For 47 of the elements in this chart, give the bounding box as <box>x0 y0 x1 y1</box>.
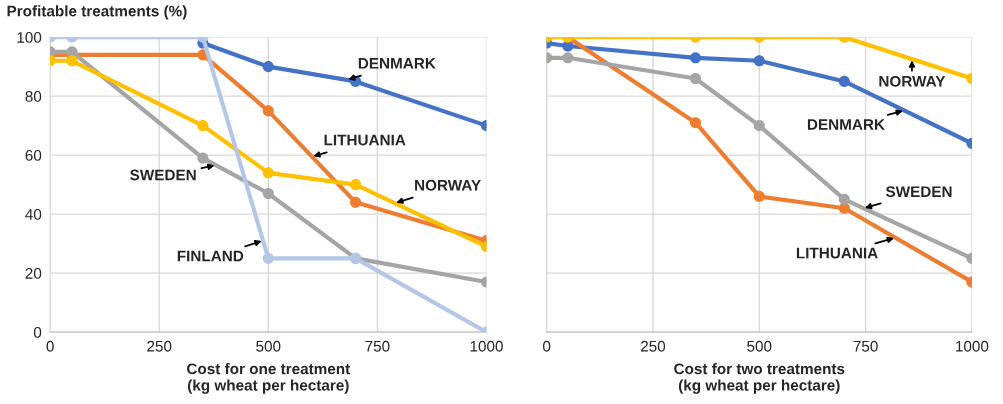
point <box>753 190 765 202</box>
y-tick-label: 20 <box>25 267 42 279</box>
x-tick-label: 0 <box>542 340 551 352</box>
point <box>838 193 850 205</box>
x-tick-label: 250 <box>640 340 666 352</box>
point <box>262 105 274 117</box>
series-label: NORWAY <box>879 75 946 87</box>
point <box>66 55 78 67</box>
y-tick-label: 0 <box>33 326 42 338</box>
point <box>262 252 274 264</box>
y-tick-label: 100 <box>17 32 42 43</box>
series-label: SWEDEN <box>885 186 952 198</box>
series-label: LITHUANIA <box>796 247 878 259</box>
series-label: DENMARK <box>807 119 885 130</box>
x-tick-label: 0 <box>46 340 54 352</box>
point <box>753 55 765 67</box>
x-axis-title: Cost for one treatment (kg wheat per hectare) <box>187 363 351 394</box>
series-label: FINLAND <box>177 250 244 262</box>
x-tick-label: 750 <box>365 340 390 352</box>
point <box>838 75 850 87</box>
point <box>262 187 274 200</box>
series-label: DENMARK <box>358 58 436 69</box>
point <box>197 152 209 164</box>
point <box>350 179 362 191</box>
y-tick-label: 80 <box>25 91 42 102</box>
series-label: LITHUANIA <box>324 134 406 146</box>
point <box>689 72 702 85</box>
point <box>197 120 209 132</box>
series-label: SWEDEN <box>130 169 196 181</box>
point <box>689 52 702 64</box>
point <box>350 196 362 208</box>
point <box>753 120 765 132</box>
series-label: NORWAY <box>415 179 481 191</box>
point <box>262 61 274 73</box>
point <box>562 52 574 64</box>
y-tick-label: 40 <box>25 208 42 220</box>
y-axis-title: Profitable treatments (%) <box>7 5 187 20</box>
y-tick-label: 60 <box>25 150 42 161</box>
x-tick-label: 1000 <box>470 340 503 352</box>
x-tick-label: 750 <box>853 340 878 352</box>
x-tick-label: 1000 <box>956 340 989 352</box>
x-tick-label: 500 <box>747 340 772 352</box>
x-tick-label: 250 <box>147 340 172 352</box>
x-tick-label: 500 <box>256 340 281 352</box>
point <box>689 117 702 129</box>
x-axis-title: Cost for two treatments (kg wheat per hectare) <box>674 363 845 394</box>
point <box>262 167 274 179</box>
